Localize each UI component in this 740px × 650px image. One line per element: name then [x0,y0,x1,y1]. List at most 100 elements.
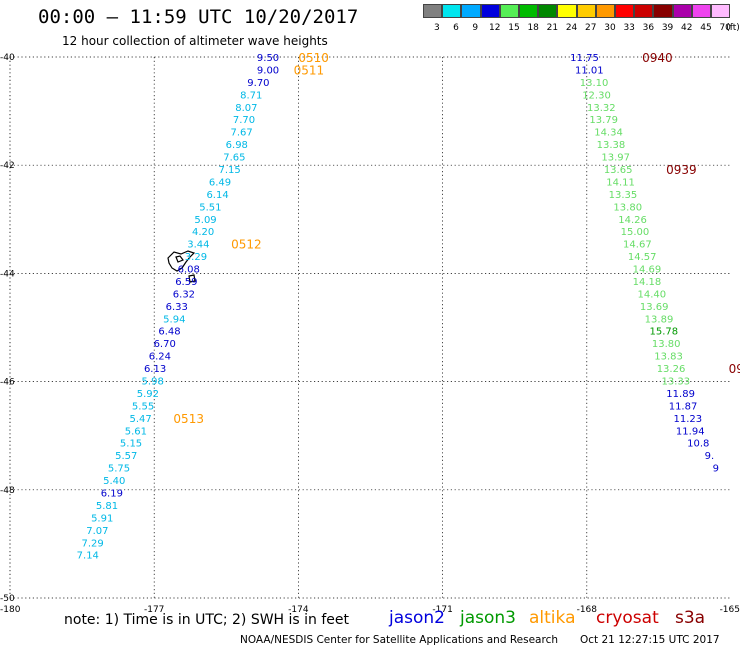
latitude-tick-label: -46 [0,378,15,388]
wave-height-value: 11.01 [575,65,604,76]
wave-height-value: 14.11 [606,177,635,188]
wave-height-value: 13.89 [645,314,674,325]
wave-height-value: 13.65 [604,165,633,176]
wave-height-value: 14.18 [633,277,662,288]
wave-height-value: 8.71 [240,90,262,101]
wave-height-value: 9.70 [247,78,269,89]
wave-height-value: 13.80 [613,202,642,213]
wave-height-value: 7.29 [81,538,103,549]
legend-label: 21 [546,23,559,33]
wave-height-value: 6.32 [173,289,195,300]
wave-height-value: 6.24 [149,352,171,363]
wave-height-value: 5.40 [103,476,125,487]
wave-height-value: 11.87 [669,401,698,412]
wave-height-value: 10.8 [687,439,709,450]
wave-height-value: 13.97 [601,153,630,164]
legend-unit: (ft) [726,23,740,33]
longitude-tick-label: -165 [720,605,740,615]
wave-height-value: 5.91 [91,513,113,524]
credit-text: NOAA/NESDIS Center for Satellite Applica… [240,634,558,646]
wave-height-value: 6.59 [175,277,197,288]
longitude-tick-label: -168 [577,605,598,615]
legend-swatch [423,4,443,18]
wave-height-value: 14.26 [618,215,647,226]
satellite-name: jason2 [389,608,445,628]
legend-swatch [499,4,519,18]
axis-tick-labels: -180 -177 -174 -171 -168 -165 -40 -42 -44 -46 -48 -… [0,53,740,615]
legend-label: 15 [508,23,520,33]
satellite-name: jason3 [460,608,516,628]
wave-height-value: 5.51 [199,202,221,213]
wave-height-value: 6.33 [166,302,188,313]
wave-height-value: 14.67 [623,240,652,251]
time-label: 0512 [231,238,262,252]
west-track: 9.509.00 9.708.71 8.077.70 7.676.98 7.657.15… [77,51,329,562]
satellite-name: s3a [675,608,706,628]
time-label: 0510 [298,51,329,65]
wave-height-value: 7.07 [86,526,108,537]
legend-swatch [711,4,731,18]
longitude-tick-label: -180 [0,605,21,615]
legend-swatch [595,4,615,18]
legend-swatch [480,4,500,18]
wave-height-value: 6.49 [209,177,231,188]
wave-height-value: 7.14 [77,551,99,562]
legend-swatch [653,4,673,18]
wave-height-value: 5.75 [108,464,130,475]
generated-time: Oct 21 12:27:15 UTC 2017 [580,634,720,646]
legend-swatch [615,4,635,18]
wave-height-value: 13.33 [662,377,691,388]
legend-label: 24 [565,23,578,33]
wave-height-value: 5.81 [96,501,118,512]
satellite-name: cryosat [596,608,659,628]
legend-label: 18 [527,23,539,33]
wave-height-value: 14.40 [637,289,666,300]
wave-height-value: 12.30 [582,90,611,101]
wave-height-value: 14.34 [594,128,623,139]
footnote: note: 1) Time is in UTC; 2) SWH is in fe… [64,612,350,628]
wave-height-value: 13.79 [589,115,618,126]
wave-height-value: 6.14 [206,190,228,201]
wave-height-value: 15.78 [649,327,678,338]
wave-height-value: 15.00 [621,227,650,238]
page-subtitle: 12 hour collection of altimeter wave hei… [62,34,328,48]
latitude-tick-label: -40 [0,53,15,63]
legend-swatch [634,4,654,18]
time-label: 0511 [294,63,325,77]
wave-height-value: 9 [713,464,719,475]
wave-height-value: 5.55 [132,401,154,412]
chatham-islands [167,250,196,283]
wave-height-value: 13.69 [640,302,669,313]
wave-height-value: 3.44 [187,240,209,251]
time-label: 0513 [173,412,204,426]
time-label: 0939 [666,163,697,177]
legend-label: 39 [661,23,674,33]
wave-height-value: 5.47 [130,414,152,425]
legend-label: 6 [453,23,459,33]
legend-label: 45 [700,23,712,33]
wave-height-value: 5.94 [163,314,185,325]
wave-height-value: 11.23 [674,414,703,425]
wave-height-value: 4.20 [192,227,214,238]
wave-height-value: 13.83 [654,352,683,363]
wave-height-value: 13.35 [609,190,638,201]
wave-height-value: 14.69 [633,265,662,276]
pitt-island-coastline [188,274,196,283]
time-label: 09 [729,362,740,376]
wave-height-value: 13.32 [587,103,616,114]
wave-height-value: 5.98 [142,377,164,388]
wave-height-value: 3.29 [185,252,207,263]
latitude-tick-label: -48 [0,486,15,496]
wave-height-value: 9. [705,451,715,462]
wave-height-value: 7.65 [223,153,245,164]
wave-height-value: 13.26 [657,364,686,375]
graticule [9,56,731,599]
wave-height-value: 5.61 [125,426,147,437]
wave-height-value: 5.57 [115,451,137,462]
wave-height-value: 6.08 [178,265,200,276]
legend-label: 33 [623,23,635,33]
legend-label: 36 [642,23,655,33]
wave-height-value: 6.19 [101,489,123,500]
